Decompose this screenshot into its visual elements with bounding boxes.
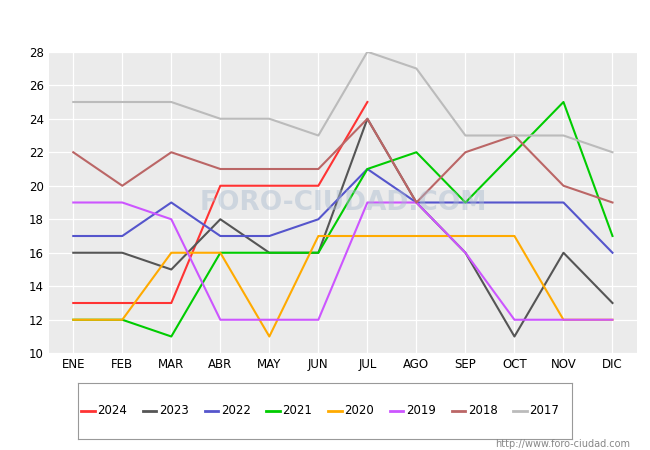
Text: 2019: 2019 [406,404,436,417]
Text: http://www.foro-ciudad.com: http://www.foro-ciudad.com [495,439,630,449]
Text: 2017: 2017 [529,404,559,417]
Text: 2024: 2024 [97,404,127,417]
Text: Afiliados en Valdemanco del Esteras a 31/5/2024: Afiliados en Valdemanco del Esteras a 31… [129,16,521,31]
Text: FORO-CIUDAD.COM: FORO-CIUDAD.COM [199,189,487,216]
Text: 2018: 2018 [467,404,497,417]
Text: 2023: 2023 [159,404,188,417]
Text: 2021: 2021 [282,404,312,417]
Text: 2022: 2022 [220,404,250,417]
Text: 2020: 2020 [344,404,374,417]
